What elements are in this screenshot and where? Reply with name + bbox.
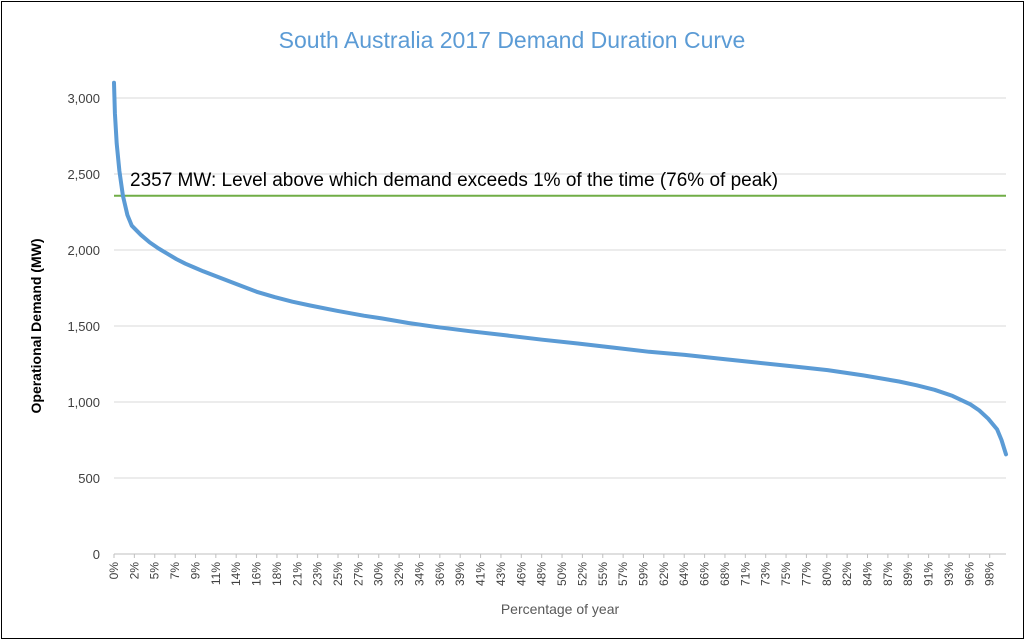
x-axis-label: Percentage of year [501, 601, 620, 617]
demand-series-line [112, 80, 1008, 457]
x-tick-label: 89% [901, 562, 915, 586]
x-axis-ticks: 0% 2% 5% 7% 9% 11% 14% 16% 18% 21% 23% 25% 27% 30% 32%… [107, 554, 997, 586]
x-tick-label: 32% [392, 562, 406, 586]
x-tick-label: 75% [779, 562, 793, 586]
x-tick-label: 77% [799, 562, 813, 586]
reference-line-label: 2357 MW: Level above which demand exceed… [130, 170, 778, 191]
x-tick-label: 43% [494, 562, 508, 586]
x-tick-label: 14% [229, 562, 243, 586]
x-tick-label: 80% [820, 562, 834, 586]
x-tick-label: 30% [372, 562, 386, 586]
x-tick-label: 64% [677, 562, 691, 586]
x-tick-label: 21% [290, 562, 304, 586]
x-tick-label: 87% [881, 562, 895, 586]
x-tick-label: 23% [311, 562, 325, 586]
y-tick-label: 1,000 [67, 395, 100, 410]
x-tick-label: 36% [433, 562, 447, 586]
x-tick-label: 34% [412, 562, 426, 586]
x-tick-label: 93% [942, 562, 956, 586]
x-tick-label: 91% [922, 562, 936, 586]
x-tick-label: 50% [555, 562, 569, 586]
y-tick-label: 2,500 [67, 167, 100, 182]
x-tick-label: 0% [107, 562, 121, 580]
x-tick-label: 11% [209, 562, 223, 585]
gridlines [114, 97, 1006, 479]
y-axis-ticks: 0 500 1,000 1,500 2,000 2,500 3,000 [67, 91, 100, 562]
x-tick-label: 66% [698, 562, 712, 586]
x-tick-label: 71% [738, 562, 752, 586]
x-tick-label: 18% [270, 562, 284, 586]
y-tick-label: 500 [78, 471, 100, 486]
x-tick-label: 39% [453, 562, 467, 586]
x-tick-label: 41% [474, 562, 488, 586]
x-tick-label: 62% [657, 562, 671, 586]
x-tick-label: 16% [250, 562, 264, 586]
y-tick-label: 3,000 [67, 91, 100, 106]
x-tick-label: 7% [168, 562, 182, 580]
x-tick-label: 25% [331, 562, 345, 586]
y-tick-label: 0 [93, 547, 100, 562]
x-tick-label: 9% [188, 562, 202, 580]
x-tick-label: 55% [596, 562, 610, 586]
x-tick-label: 96% [962, 562, 976, 586]
y-axis-label: Operational Demand (MW) [28, 238, 44, 413]
y-tick-label: 2,000 [67, 243, 100, 258]
x-tick-label: 48% [535, 562, 549, 586]
x-tick-label: 68% [718, 562, 732, 586]
x-tick-label: 73% [759, 562, 773, 586]
y-tick-label: 1,500 [67, 319, 100, 334]
x-tick-label: 98% [983, 562, 997, 586]
x-tick-label: 46% [514, 562, 528, 586]
x-tick-label: 57% [616, 562, 630, 586]
x-tick-label: 84% [861, 562, 875, 586]
x-tick-label: 5% [148, 562, 162, 580]
x-tick-label: 52% [575, 562, 589, 586]
x-tick-label: 82% [840, 562, 854, 586]
x-tick-label: 27% [351, 562, 365, 586]
x-tick-label: 2% [127, 562, 141, 580]
x-tick-label: 59% [636, 562, 650, 586]
chart-title: South Australia 2017 Demand Duration Cur… [279, 27, 746, 53]
